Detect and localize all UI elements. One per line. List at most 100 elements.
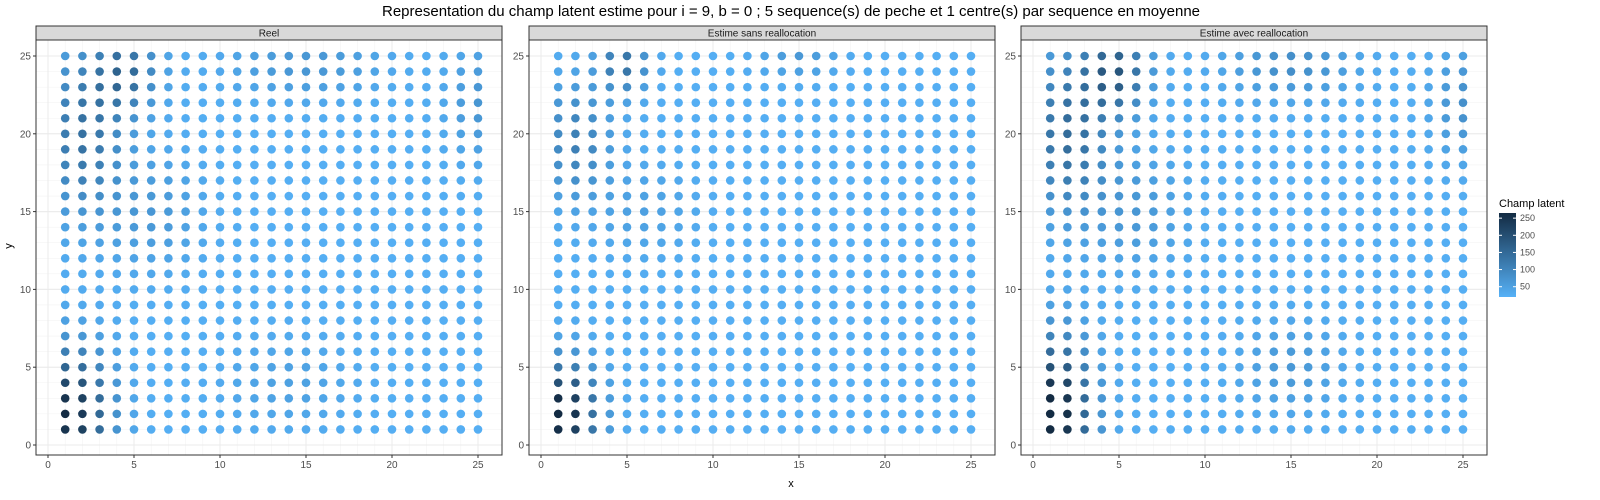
data-point [1235, 378, 1244, 388]
data-point [794, 378, 804, 388]
data-point [829, 222, 838, 232]
data-point [422, 409, 431, 419]
data-point [691, 51, 701, 61]
data-point [336, 347, 345, 356]
data-point [1286, 269, 1296, 279]
data-point [129, 82, 139, 92]
data-point [181, 285, 190, 294]
data-point [1389, 316, 1399, 325]
data-point [966, 362, 976, 372]
data-point [267, 409, 276, 419]
data-point [60, 207, 70, 216]
data-point [456, 331, 466, 341]
data-point [1286, 331, 1296, 341]
data-point [966, 300, 976, 310]
data-point [1303, 300, 1313, 310]
data-point [1269, 98, 1279, 107]
data-point [1321, 113, 1330, 123]
data-point [78, 285, 87, 294]
data-point [198, 222, 208, 232]
data-point [404, 191, 414, 201]
data-point [811, 331, 821, 341]
data-point [1269, 222, 1279, 232]
data-point [1424, 160, 1433, 170]
data-point [932, 67, 941, 76]
data-point [267, 145, 276, 154]
data-point [301, 145, 311, 154]
data-point [60, 285, 70, 294]
data-point [1235, 176, 1244, 185]
data-point [1338, 409, 1347, 419]
data-point [657, 67, 666, 76]
data-point [473, 409, 483, 419]
data-point [1355, 145, 1365, 154]
data-point [1458, 378, 1468, 388]
data-point [777, 176, 787, 185]
data-point [439, 253, 448, 263]
data-point [112, 129, 122, 139]
data-point [387, 285, 397, 294]
data-point [456, 425, 466, 434]
data-point [1080, 378, 1089, 388]
data-point [1235, 285, 1244, 294]
data-point [725, 409, 735, 419]
data-point [829, 378, 838, 388]
data-point [370, 191, 380, 201]
data-point [863, 82, 873, 92]
data-point [571, 253, 580, 263]
data-point [404, 316, 414, 325]
data-point [112, 238, 122, 248]
data-point [794, 269, 804, 279]
data-point [181, 98, 190, 107]
data-point [1149, 269, 1158, 279]
data-point [1338, 98, 1347, 107]
data-point [267, 285, 276, 294]
data-point [164, 176, 173, 185]
data-point [1407, 316, 1416, 325]
data-point [164, 316, 173, 325]
data-point [353, 51, 362, 61]
data-point [439, 113, 448, 123]
data-point [674, 82, 683, 92]
data-point [1407, 347, 1416, 356]
data-point [571, 113, 580, 123]
data-point [1183, 51, 1193, 61]
data-point [1114, 347, 1124, 356]
data-point [846, 269, 855, 279]
data-point [588, 98, 597, 107]
data-point [794, 300, 804, 310]
data-point [1338, 347, 1347, 356]
y-tick-label: 10 [513, 285, 525, 296]
data-point [1166, 378, 1175, 388]
data-point [1372, 378, 1382, 388]
data-point [708, 129, 718, 139]
data-point [1355, 51, 1365, 61]
data-point [353, 394, 362, 403]
data-point [777, 191, 787, 201]
data-point [1372, 129, 1382, 139]
data-point [370, 409, 380, 419]
x-tick-label: 5 [624, 460, 630, 471]
data-point [811, 285, 821, 294]
data-point [1149, 129, 1158, 139]
data-point [777, 129, 787, 139]
data-point [588, 82, 597, 92]
data-point [198, 145, 208, 154]
data-point [267, 331, 276, 341]
data-point [949, 425, 959, 434]
data-point [146, 347, 156, 356]
data-point [743, 285, 752, 294]
data-point [1217, 253, 1227, 263]
data-point [1097, 394, 1107, 403]
data-point [743, 300, 752, 310]
data-point [1183, 67, 1193, 76]
data-point [571, 425, 580, 434]
data-point [691, 222, 701, 232]
data-point [725, 238, 735, 248]
data-point [387, 160, 397, 170]
data-point [1217, 238, 1227, 248]
data-point [1080, 331, 1089, 341]
data-point [1303, 253, 1313, 263]
data-point [318, 98, 328, 107]
data-point [777, 67, 787, 76]
